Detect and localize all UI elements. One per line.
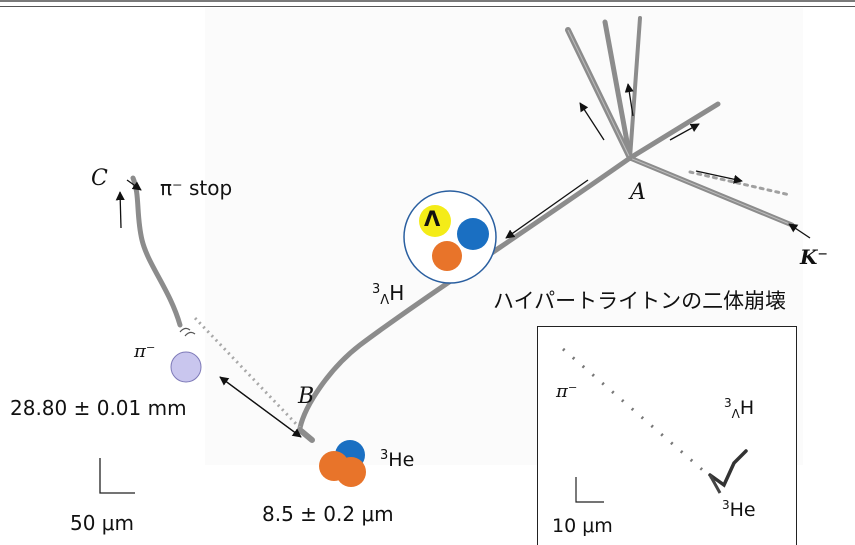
scale-bar-inset — [576, 477, 604, 502]
inset-hypertriton-track — [710, 451, 746, 485]
pion-track-c — [133, 178, 180, 325]
pion-label: π⁻ — [134, 343, 155, 361]
he3-range: 8.5 ± 0.2 μm — [262, 504, 394, 524]
hypertriton-label: 3ΛH — [372, 283, 404, 303]
inset-hypertriton-label: 3ΛH — [724, 399, 754, 418]
inset-pion-label: π⁻ — [556, 383, 577, 401]
point-c-label: C — [91, 168, 108, 190]
inset-he3-label: 3He — [722, 501, 756, 520]
inset-panel: π⁻ 3ΛH 3He 10 μm — [537, 326, 797, 545]
he3-orange-ball-1 — [319, 451, 349, 481]
lambda-letter: Λ — [424, 209, 440, 230]
proton-particle — [432, 241, 462, 271]
inset-pion-dots — [563, 349, 713, 479]
pion-stop-label: π⁻ stop — [160, 178, 232, 198]
kaon-label: K⁻ — [800, 247, 828, 267]
vertex-a-label: A — [630, 182, 646, 204]
neutron-particle — [457, 218, 489, 250]
inset-scale-label: 10 μm — [552, 517, 613, 536]
pion-particle — [171, 352, 201, 382]
scale-label-main: 50 μm — [70, 513, 134, 533]
inset-svg — [538, 327, 796, 545]
scale-bar-main — [100, 458, 135, 493]
he3-label: 3He — [380, 451, 414, 470]
caption-japanese: ハイパートライトンの二体崩壊 — [493, 291, 786, 312]
vertex-b-label: B — [298, 386, 314, 408]
pion-length: 28.80 ± 0.01 mm — [10, 398, 187, 418]
